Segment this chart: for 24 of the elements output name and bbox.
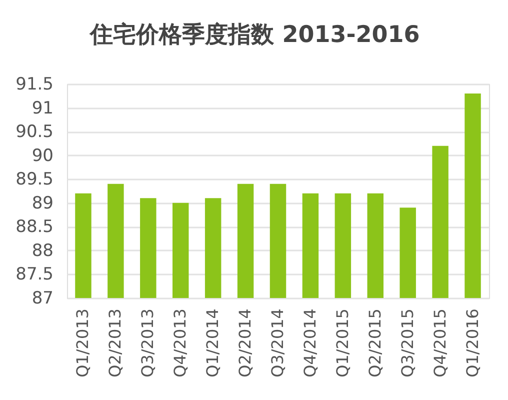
y-tick-label: 88	[32, 240, 54, 261]
y-tick-label: 88.5	[16, 217, 54, 238]
y-tick-label: 89.5	[16, 170, 54, 190]
x-tick-label: Q2/2013	[106, 308, 125, 378]
x-tick-label: Q1/2014	[203, 308, 222, 378]
y-tick-label: 90	[32, 146, 54, 166]
y-tick-label: 87	[32, 288, 54, 308]
y-tick-label: 91.5	[16, 74, 54, 94]
x-tick-label: Q4/2013	[170, 308, 190, 378]
y-tick-label: 89	[32, 193, 54, 214]
y-tick-label: 90.5	[16, 122, 54, 142]
x-tick-label: Q3/2014	[268, 308, 287, 378]
x-tick-label: Q4/2014	[300, 308, 320, 378]
y-tick-label: 87.5	[16, 264, 54, 285]
x-tick-label: Q3/2015	[398, 308, 417, 378]
x-tick-label: Q2/2014	[236, 308, 255, 378]
chart-title: 住宅价格季度指数 2013-2016	[89, 21, 420, 48]
x-tick-label: Q4/2015	[430, 308, 450, 378]
x-tick-label: Q1/2016	[462, 308, 482, 378]
x-tick-label: Q1/2015	[332, 308, 352, 378]
x-tick-label: Q1/2013	[73, 308, 92, 378]
x-tick-label: Q2/2015	[365, 308, 384, 378]
x-tick-label: Q3/2013	[138, 308, 158, 378]
y-tick-label: 91	[32, 98, 54, 118]
